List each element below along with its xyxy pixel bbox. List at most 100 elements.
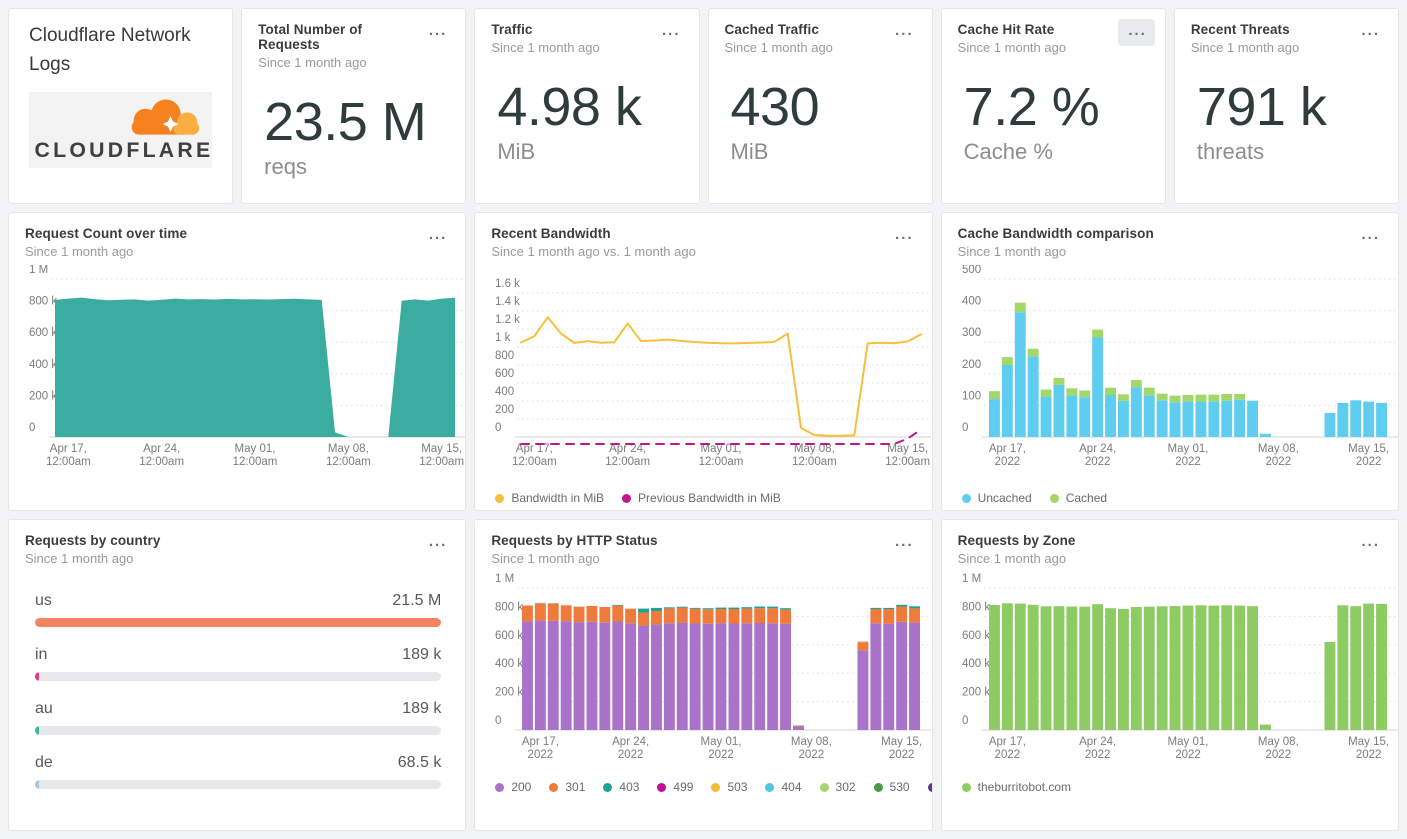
svg-text:Apr 17,12:00am: Apr 17, 12:00am bbox=[512, 443, 557, 468]
svg-text:200 k: 200 k bbox=[962, 687, 990, 699]
panel-title: Recent Threats bbox=[1190, 22, 1290, 37]
cloudflare-logo: CLOUDFLARE bbox=[29, 91, 213, 168]
legend-item[interactable]: 530 bbox=[873, 780, 910, 794]
panel-menu-button[interactable]: ... bbox=[895, 533, 914, 550]
panel-menu-button[interactable]: ... bbox=[1361, 22, 1380, 39]
country-value: 68.5 k bbox=[397, 754, 442, 771]
legend-dot bbox=[765, 782, 775, 792]
svg-text:400: 400 bbox=[962, 296, 981, 308]
svg-text:1.4 k: 1.4 k bbox=[495, 296, 520, 308]
legend-dot bbox=[1049, 493, 1059, 503]
country-label: in bbox=[35, 646, 48, 663]
panel-title: Traffic bbox=[491, 22, 533, 37]
legend-item[interactable]: 404 bbox=[765, 780, 802, 794]
legend-item[interactable]: 200 bbox=[495, 780, 531, 794]
legend-label: Cached bbox=[1065, 491, 1108, 505]
panel-traffic: Traffic Since 1 month ago ... 4.98 k MiB bbox=[474, 8, 700, 204]
svg-text:1 M: 1 M bbox=[962, 573, 981, 585]
svg-text:Apr 24,2022: Apr 24, 2022 bbox=[612, 736, 649, 761]
legend-label: 503 bbox=[727, 780, 748, 794]
legend-item[interactable]: Bandwidth in MiB bbox=[495, 491, 604, 505]
panel-menu-button[interactable]: ... bbox=[661, 22, 681, 39]
panel-menu-button[interactable]: ... bbox=[428, 226, 448, 243]
legend-dot bbox=[495, 493, 505, 503]
svg-text:0: 0 bbox=[962, 715, 968, 727]
panel-request-count: Request Count over time Since 1 month ag… bbox=[8, 212, 467, 511]
svg-text:May 15,2022: May 15, 2022 bbox=[1348, 736, 1389, 761]
svg-text:400 k: 400 k bbox=[962, 658, 990, 670]
svg-text:0: 0 bbox=[495, 715, 501, 727]
panel-subtitle: Since 1 month ago bbox=[25, 244, 134, 259]
panel-menu-button[interactable]: ... bbox=[1361, 533, 1380, 550]
panel-subtitle: Since 1 month ago bbox=[258, 55, 367, 70]
panel-brand: Cloudflare Network Logs CLOUDFLARE bbox=[8, 8, 234, 204]
svg-text:1.6 k: 1.6 k bbox=[495, 278, 520, 290]
stat-unit: Cache % bbox=[963, 138, 1053, 164]
legend-item[interactable]: Cached bbox=[1049, 491, 1108, 505]
legend-item[interactable]: 403 bbox=[603, 780, 639, 794]
legend-item[interactable]: 302 bbox=[819, 780, 856, 794]
panel-menu-button[interactable]: ... bbox=[1118, 19, 1155, 46]
legend-dot bbox=[549, 782, 559, 792]
legend-item[interactable]: 301 bbox=[549, 780, 585, 794]
chart-row-1: Request Count over time Since 1 month ag… bbox=[8, 212, 1399, 511]
legend-item[interactable]: 526 bbox=[927, 780, 932, 794]
stat-unit: MiB bbox=[497, 138, 536, 164]
panel-menu-button[interactable]: ... bbox=[428, 22, 448, 39]
svg-text:Apr 24,12:00am: Apr 24, 12:00am bbox=[139, 443, 184, 468]
legend-item[interactable]: Uncached bbox=[961, 491, 1032, 505]
legend-label: 200 bbox=[511, 780, 532, 794]
country-value: 189 k bbox=[402, 700, 442, 717]
requests-by-zone-chart[interactable]: 1 M 800 k 600 k 400 k 200 k 0 Apr 17, 2022 Apr 2… bbox=[942, 572, 1398, 772]
legend-dot bbox=[927, 782, 932, 792]
chart-legend: 200301403499503404302530526524 bbox=[475, 780, 932, 794]
recent-bandwidth-chart[interactable]: 1.6 k 1.4 k 1.2 k 1 k 800 600 400 200 0 Apr 17, 12… bbox=[475, 265, 932, 483]
svg-text:100: 100 bbox=[962, 390, 981, 402]
legend-item[interactable]: 503 bbox=[711, 780, 747, 794]
svg-text:May 15,2022: May 15, 2022 bbox=[1348, 443, 1389, 468]
legend-dot bbox=[711, 782, 721, 792]
svg-text:Apr 17,2022: Apr 17, 2022 bbox=[522, 736, 559, 761]
panel-menu-button[interactable]: ... bbox=[895, 22, 914, 39]
panel-title: Cache Hit Rate bbox=[957, 22, 1055, 37]
svg-text:May 01,12:00am: May 01, 12:00am bbox=[699, 443, 744, 468]
dashboard-title: Cloudflare Network Logs bbox=[29, 25, 191, 76]
country-label: de bbox=[35, 754, 53, 771]
cache-bandwidth-chart[interactable]: 500 400 300 200 100 0 Apr 17, 2022 Apr 24, 2022 Ma… bbox=[942, 265, 1398, 483]
legend-dot bbox=[495, 782, 505, 792]
svg-text:600: 600 bbox=[495, 368, 514, 380]
legend-label: 499 bbox=[673, 780, 694, 794]
panel-title: Request Count over time bbox=[25, 226, 188, 241]
panel-subtitle: Since 1 month ago bbox=[724, 40, 833, 55]
legend-item[interactable]: theburritobot.com bbox=[961, 780, 1071, 794]
svg-text:800 k: 800 k bbox=[495, 601, 523, 613]
country-bar-track bbox=[35, 780, 442, 789]
panel-menu-button[interactable]: ... bbox=[1361, 226, 1380, 243]
svg-text:Apr 24,2022: Apr 24, 2022 bbox=[1079, 443, 1116, 468]
http-status-chart[interactable]: 1 M 800 k 600 k 400 k 200 k 0 Apr 17, 2022 Apr 2… bbox=[475, 572, 932, 772]
panel-subtitle: Since 1 month ago bbox=[491, 40, 600, 55]
panel-subtitle: Since 1 month ago bbox=[491, 551, 600, 566]
panel-title: Recent Bandwidth bbox=[491, 226, 611, 241]
panel-requests-by-country: Requests by country Since 1 month ago ..… bbox=[8, 519, 467, 831]
legend-label: 530 bbox=[889, 780, 910, 794]
svg-text:600 k: 600 k bbox=[29, 327, 57, 339]
svg-text:200 k: 200 k bbox=[29, 390, 57, 402]
legend-item[interactable]: 499 bbox=[657, 780, 693, 794]
svg-text:Apr 24,12:00am: Apr 24, 12:00am bbox=[606, 443, 651, 468]
request-count-chart[interactable]: 1 M 800 k 600 k 400 k 200 k 0 Apr 17, 12:00am Ap… bbox=[9, 265, 465, 483]
stat-unit: threats bbox=[1196, 138, 1265, 164]
country-row: in 189 k bbox=[35, 646, 442, 681]
panel-menu-button[interactable]: ... bbox=[895, 226, 914, 243]
legend-label: 404 bbox=[781, 780, 802, 794]
panel-title: Requests by Zone bbox=[957, 533, 1076, 548]
svg-text:May 01,2022: May 01, 2022 bbox=[1167, 443, 1208, 468]
legend-item[interactable]: Previous Bandwidth in MiB bbox=[622, 491, 781, 505]
panel-subtitle: Since 1 month ago bbox=[957, 244, 1067, 259]
legend-dot bbox=[657, 782, 667, 792]
svg-text:May 15,2022: May 15, 2022 bbox=[882, 736, 923, 761]
legend-label: 302 bbox=[835, 780, 856, 794]
chart-legend: theburritobot.com bbox=[942, 780, 1398, 794]
country-bar-list: us 21.5 M in 189 k au 189 k de 68.5 k bbox=[9, 566, 465, 789]
panel-menu-button[interactable]: ... bbox=[428, 533, 448, 550]
